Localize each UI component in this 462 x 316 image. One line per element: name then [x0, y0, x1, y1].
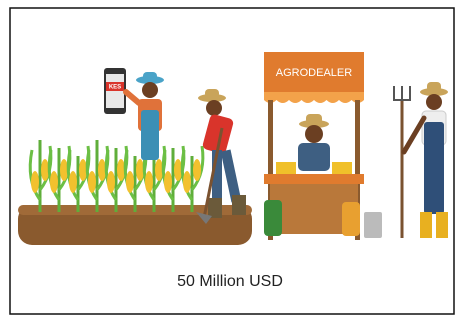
stall-sign-text: AGRODEALER — [276, 67, 352, 79]
corn-cob — [50, 171, 58, 193]
overalls — [141, 110, 159, 160]
illustration: KES AGRODEALER 50 Million USD — [0, 0, 462, 316]
goods — [332, 162, 352, 174]
vendor-body — [298, 143, 330, 171]
corn-cob — [69, 171, 77, 193]
caption: 50 Million USD — [177, 273, 283, 290]
boot — [232, 195, 246, 215]
hat-crown — [205, 89, 219, 98]
counter-top — [264, 174, 364, 184]
goods — [276, 162, 296, 174]
page: Agrodealer illustration {"image": {"phon… — [0, 0, 462, 316]
corn-cob — [88, 171, 96, 193]
head — [426, 94, 442, 110]
sack — [342, 202, 360, 236]
boot — [436, 212, 448, 238]
boot — [420, 212, 432, 238]
corn-cob — [145, 171, 153, 193]
head — [206, 100, 222, 116]
hat-crown — [427, 82, 441, 92]
head — [142, 82, 158, 98]
sack — [264, 200, 282, 236]
corn-cob — [126, 171, 134, 193]
corn-cob — [193, 159, 201, 181]
head — [305, 125, 323, 143]
bucket — [364, 212, 382, 238]
body: KES AGRODEALER 50 Million USD (() => { c… — [0, 0, 462, 316]
hat-crown — [306, 114, 322, 124]
overalls — [424, 122, 444, 214]
corn-cob — [107, 171, 115, 193]
phone-label: KES — [109, 85, 121, 91]
corn-cob — [31, 171, 39, 193]
hat-crown — [143, 72, 157, 81]
boot — [208, 198, 222, 218]
corn-cob — [183, 171, 191, 193]
corn-cob — [164, 171, 172, 193]
